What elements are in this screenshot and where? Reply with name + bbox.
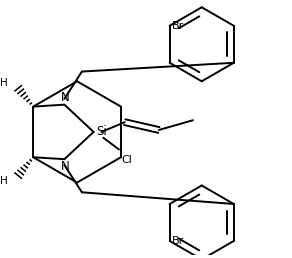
Text: Br: Br <box>172 21 184 31</box>
Text: H: H <box>0 176 8 186</box>
Text: N: N <box>61 160 70 173</box>
Text: H: H <box>0 78 8 88</box>
Text: N: N <box>61 91 70 104</box>
Text: Si: Si <box>97 125 107 139</box>
Text: Cl: Cl <box>122 155 133 165</box>
Text: Br: Br <box>172 236 184 246</box>
